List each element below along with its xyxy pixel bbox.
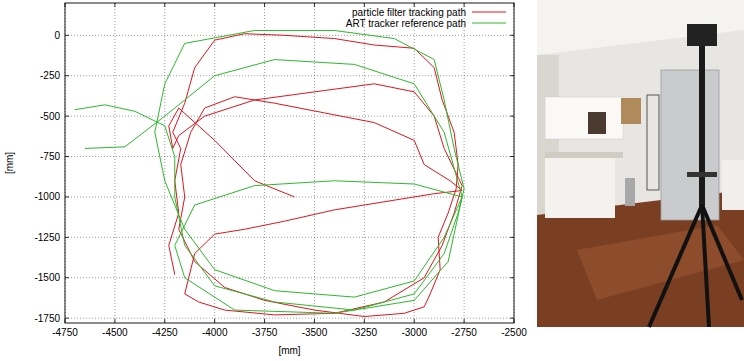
y-tick: [510, 75, 514, 76]
photo-bin: [625, 178, 635, 206]
x-tick: [164, 3, 165, 7]
x-grid-line: [114, 3, 115, 323]
x-tick: [164, 319, 165, 323]
photo: [537, 0, 744, 327]
x-tick-label: -2750: [451, 327, 477, 338]
x-grid-line: [364, 3, 365, 323]
y-grid-line: [65, 237, 514, 238]
x-grid-line: [214, 3, 215, 323]
photo-counter: [545, 152, 623, 158]
x-tick-label: -4750: [52, 327, 78, 338]
x-tick: [264, 319, 265, 323]
x-tick-label: -2500: [501, 327, 527, 338]
series-line: [169, 34, 462, 317]
x-tick: [214, 319, 215, 323]
x-tick-label: -4250: [152, 327, 178, 338]
x-tick-label: -3500: [302, 327, 328, 338]
y-grid-line: [65, 318, 514, 319]
y-tick-label: -1750: [34, 313, 60, 324]
legend: particle filter tracking pathART tracker…: [346, 7, 506, 29]
x-tick: [464, 319, 465, 323]
x-tick: [214, 3, 215, 7]
y-axis-label: [mm]: [4, 152, 15, 174]
y-tick-label: 0: [54, 30, 60, 41]
photo-shelf: [647, 95, 659, 190]
photo-upper-cabinets: [545, 97, 623, 139]
x-tick-label: -4500: [102, 327, 128, 338]
y-tick: [510, 35, 514, 36]
x-axis-label: [mm]: [278, 345, 300, 356]
y-tick-label: -750: [40, 151, 60, 162]
y-tick: [65, 35, 69, 36]
x-tick: [114, 319, 115, 323]
x-grid-line: [464, 3, 465, 323]
photo-lower-cabinets: [545, 158, 615, 218]
x-tick: [414, 319, 415, 323]
y-grid-line: [65, 156, 514, 157]
plot-frame: [65, 3, 514, 323]
x-tick: [364, 319, 365, 323]
photo-tripod-leg: [702, 205, 742, 300]
y-tick: [65, 196, 69, 197]
photo-ceiling: [537, 0, 744, 55]
data-lines: [75, 30, 464, 316]
y-tick: [510, 318, 514, 319]
y-tick: [510, 156, 514, 157]
y-tick: [65, 156, 69, 157]
grid: [65, 3, 514, 323]
y-tick: [510, 196, 514, 197]
x-tick-label: -3750: [252, 327, 278, 338]
photo-bg: [537, 0, 744, 327]
x-tick: [114, 3, 115, 7]
photo-floor-sheen: [577, 225, 744, 300]
photo-camera: [687, 24, 717, 46]
y-tick: [65, 237, 69, 238]
y-tick: [65, 318, 69, 319]
y-grid-line: [65, 75, 514, 76]
y-tick: [65, 75, 69, 76]
x-grid-line: [264, 3, 265, 323]
y-tick: [510, 116, 514, 117]
y-grid-line: [65, 277, 514, 278]
y-tick-label: -250: [40, 70, 60, 81]
y-tick-label: -1000: [34, 191, 60, 202]
x-tick: [264, 3, 265, 7]
photo-oven: [588, 112, 606, 134]
y-tick: [65, 277, 69, 278]
y-tick: [510, 237, 514, 238]
photo-corkboard: [621, 98, 641, 124]
y-tick-label: -1250: [34, 232, 60, 243]
x-grid-line: [164, 3, 165, 323]
x-grid-line: [414, 3, 415, 323]
y-grid-line: [65, 116, 514, 117]
photo-fridge: [661, 70, 719, 220]
x-tick-label: -4000: [202, 327, 228, 338]
legend-swatch: [472, 11, 506, 12]
legend-swatch: [472, 22, 506, 23]
y-tick: [510, 277, 514, 278]
figure: -4750 -4500 -4250 -4000 -3750 -3500 -3250 -3000…: [0, 0, 744, 361]
photo-tripod-column: [699, 46, 705, 206]
x-grid-line: [314, 3, 315, 323]
y-tick: [65, 116, 69, 117]
y-tick-label: -1500: [34, 272, 60, 283]
x-tick: [314, 319, 315, 323]
legend-label: ART tracker reference path: [346, 18, 466, 29]
ticks: -4750 -4500 -4250 -4000 -3750 -3500 -3250 -3000…: [34, 3, 527, 338]
y-tick-label: -500: [40, 111, 60, 122]
photo-tripod-leg: [649, 205, 702, 327]
x-tick-label: -3000: [401, 327, 427, 338]
x-tick-label: -3250: [352, 327, 378, 338]
series-line: [75, 30, 464, 313]
photo-chair: [722, 160, 744, 210]
photo-tripod-tray: [687, 172, 717, 177]
x-tick: [314, 3, 315, 7]
y-grid-line: [65, 196, 514, 197]
legend-label: particle filter tracking path: [352, 7, 466, 18]
